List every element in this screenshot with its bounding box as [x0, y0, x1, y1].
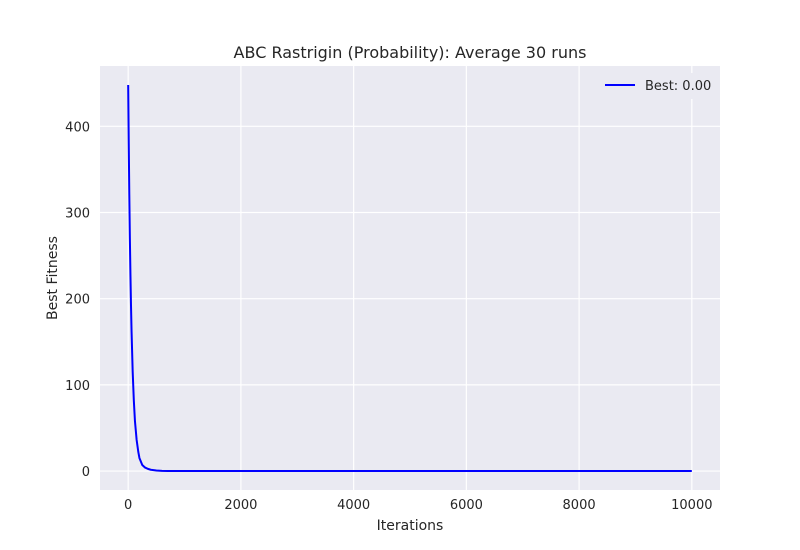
series-line: [127, 84, 692, 473]
y-tick-label: 100: [65, 379, 90, 394]
y-tick-label: 300: [65, 207, 90, 222]
series-layer: [127, 84, 692, 473]
legend: Best: 0.00: [596, 73, 714, 99]
x-tick-label: 2000: [224, 498, 257, 513]
x-tick-label: 4000: [337, 498, 370, 513]
plot-area: [100, 66, 720, 490]
tick-labels: 0 2000 4000 6000 8000 10000 0 100 200 300 400: [65, 120, 712, 513]
y-tick-label: 200: [65, 293, 90, 308]
x-tick-label: 0: [124, 498, 132, 513]
y-tick-label: 0: [82, 465, 90, 480]
legend-label: Best: 0.00: [645, 79, 711, 94]
x-axis-label: Iterations: [377, 518, 444, 534]
chart-title: ABC Rastrigin (Probability): Average 30 …: [234, 43, 587, 62]
y-tick-label: 400: [65, 120, 90, 135]
x-tick-label: 6000: [450, 498, 483, 513]
x-tick-label: 8000: [563, 498, 596, 513]
x-tick-label: 10000: [671, 498, 712, 513]
y-axis-label: Best Fitness: [45, 236, 61, 320]
